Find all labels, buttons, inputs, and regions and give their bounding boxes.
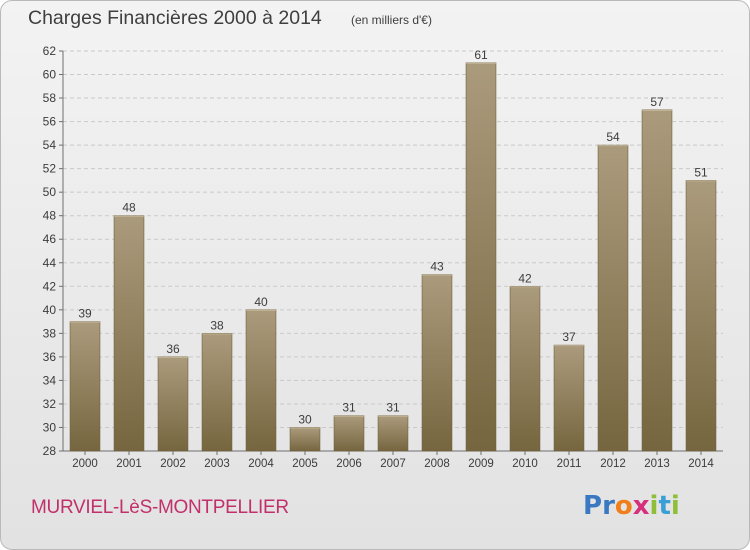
value-label-2009: 61 — [474, 48, 488, 62]
logo-letter: r — [602, 491, 615, 521]
logo-letter: i — [670, 491, 680, 521]
y-tick-label: 28 — [43, 444, 57, 458]
y-tick-label: 42 — [43, 279, 57, 293]
value-label-2004: 40 — [254, 295, 268, 309]
y-tick-label: 54 — [43, 138, 57, 152]
logo-letter: o — [614, 491, 633, 521]
value-label-2000: 39 — [78, 307, 92, 321]
bars — [69, 62, 717, 452]
bar-2010 — [509, 285, 541, 452]
y-tick-label: 56 — [43, 115, 57, 129]
value-label-2014: 51 — [694, 165, 708, 179]
bar-2012 — [597, 144, 629, 452]
bar-2005 — [289, 427, 321, 452]
axes: 28 30 32 34 36 38 40 42 44 46 48 50 52 54 56 58 60 62 — [43, 44, 723, 458]
y-tick-label: 58 — [43, 91, 57, 105]
y-tick-label: 60 — [43, 68, 57, 82]
value-label-2005: 30 — [298, 412, 312, 426]
value-label-2006: 31 — [342, 401, 356, 415]
x-tick-label-2003: 2003 — [204, 458, 230, 470]
x-tick-label-2006: 2006 — [336, 458, 362, 470]
place-name: MURVIEL-LèS-MONTPELLIER — [31, 497, 289, 518]
logo-letter: i — [649, 491, 659, 521]
logo-letter: P — [583, 491, 603, 521]
chart-subtitle: (en milliers d'€) — [351, 13, 432, 27]
value-label-2008: 43 — [430, 260, 444, 274]
y-tick-label: 34 — [43, 373, 57, 387]
logo-letter: t — [658, 491, 671, 521]
value-label-2001: 48 — [122, 201, 136, 215]
value-label-2002: 36 — [166, 342, 180, 356]
x-tick-label-2004: 2004 — [248, 458, 274, 470]
x-tick-label-2009: 2009 — [468, 458, 494, 470]
value-label-2010: 42 — [518, 271, 532, 285]
labels: 39 2000 48 2001 36 2002 38 2003 40 2004 30 2005 31 20… — [72, 48, 714, 470]
bar-2013 — [641, 109, 673, 452]
x-tick-label-2013: 2013 — [644, 458, 670, 470]
bar-2006 — [333, 415, 365, 452]
x-tick-label-2000: 2000 — [72, 458, 98, 470]
y-tick-label: 32 — [43, 397, 57, 411]
y-tick-label: 38 — [43, 326, 57, 340]
x-tick-label-2010: 2010 — [512, 458, 538, 470]
y-tick-label: 40 — [43, 303, 57, 317]
bar-2007 — [377, 415, 409, 452]
x-tick-label-2008: 2008 — [424, 458, 450, 470]
value-label-2003: 38 — [210, 318, 224, 332]
bar-2004 — [245, 309, 277, 452]
value-label-2013: 57 — [650, 95, 664, 109]
x-tick-label-2007: 2007 — [380, 458, 406, 470]
value-label-2011: 37 — [562, 330, 576, 344]
chart-title: Charges Financières 2000 à 2014 — [28, 7, 322, 29]
bar-2011 — [553, 344, 585, 452]
x-tick-label-2001: 2001 — [116, 458, 142, 470]
bar-2008 — [421, 274, 453, 452]
y-tick-label: 50 — [43, 185, 57, 199]
bar-2009 — [465, 62, 497, 452]
x-tick-label-2012: 2012 — [600, 458, 626, 470]
gridlines — [63, 50, 723, 428]
y-tick-label: 62 — [43, 44, 57, 58]
bar-2003 — [201, 333, 233, 452]
value-label-2007: 31 — [386, 401, 400, 415]
bar-2002 — [157, 356, 189, 452]
x-tick-label-2002: 2002 — [160, 458, 186, 470]
x-tick-label-2014: 2014 — [688, 458, 714, 470]
y-tick-label: 44 — [43, 256, 57, 270]
logo-letter: x — [632, 491, 650, 521]
y-tick-label: 48 — [43, 209, 57, 223]
value-label-2012: 54 — [606, 130, 620, 144]
y-tick-label: 30 — [43, 420, 57, 434]
proxiti-logo: Proxiti — [583, 491, 680, 521]
y-tick-label: 36 — [43, 350, 57, 364]
x-tick-label-2011: 2011 — [557, 458, 582, 470]
bar-2014 — [685, 180, 717, 452]
x-tick-label-2005: 2005 — [292, 458, 318, 470]
bar-2000 — [69, 321, 101, 452]
y-tick-label: 46 — [43, 232, 57, 246]
bar-2001 — [113, 215, 145, 452]
y-tick-label: 52 — [43, 162, 57, 176]
